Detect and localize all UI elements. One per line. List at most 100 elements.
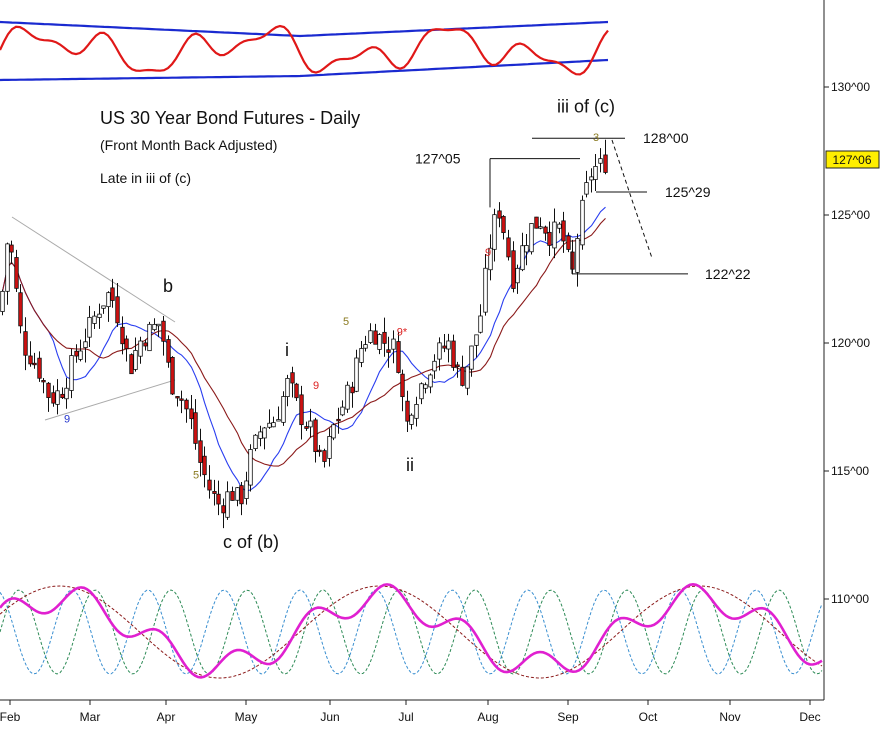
- candle-body: [60, 393, 65, 399]
- candle: [327, 428, 332, 467]
- candle-body: [345, 384, 350, 410]
- candle-body: [161, 320, 166, 342]
- y-tick-label: 115^00: [831, 464, 869, 478]
- candle: [281, 391, 286, 426]
- candle-body: [382, 331, 387, 344]
- candle: [69, 348, 74, 399]
- candle: [534, 216, 539, 229]
- x-tick-label: Sep: [557, 710, 579, 724]
- x-tick-label: Feb: [0, 710, 21, 724]
- candle: [515, 264, 520, 294]
- candle-body: [331, 424, 336, 439]
- candle-body: [179, 398, 184, 401]
- candle: [308, 408, 313, 438]
- candle-body: [253, 434, 258, 450]
- wave-label: b: [163, 276, 173, 296]
- candle: [455, 361, 460, 378]
- candle: [239, 482, 244, 516]
- candle: [97, 303, 102, 329]
- candle-body: [83, 341, 88, 348]
- candle-body: [147, 323, 152, 352]
- candle-body: [543, 226, 548, 234]
- candle-body: [414, 404, 419, 419]
- candle: [511, 241, 516, 293]
- candle-body: [267, 422, 272, 428]
- candle-body: [225, 491, 230, 518]
- candle: [340, 400, 345, 417]
- candle-body: [488, 247, 493, 271]
- candle: [520, 232, 525, 272]
- lower-band-line: [0, 58, 609, 82]
- candle-body: [271, 422, 276, 428]
- candle: [32, 352, 37, 369]
- candle-body: [350, 386, 355, 394]
- candle: [152, 318, 157, 332]
- candle-body: [184, 399, 189, 410]
- candle: [400, 369, 405, 412]
- count-label: 9: [313, 380, 319, 392]
- candle-body: [598, 158, 603, 164]
- candle: [271, 416, 276, 428]
- candle: [18, 284, 23, 334]
- candle-body: [396, 341, 401, 373]
- candle-body: [492, 214, 497, 250]
- candle-body: [442, 345, 447, 349]
- candle-body: [538, 226, 543, 229]
- x-tick-label: Apr: [157, 710, 176, 724]
- x-tick-label: Jun: [320, 710, 339, 724]
- candle: [460, 355, 465, 387]
- candle-body: [212, 491, 217, 494]
- lower-channel-line: [44, 379, 176, 421]
- count-label: 5: [193, 470, 199, 482]
- candle-body: [547, 231, 552, 246]
- candle-body: [18, 292, 23, 327]
- candle: [405, 390, 410, 433]
- candle-body: [101, 305, 106, 309]
- candle: [377, 333, 382, 355]
- candle: [170, 356, 175, 396]
- candle-body: [115, 296, 120, 324]
- last-price-badge: 127^06: [825, 150, 880, 169]
- candle-body: [529, 223, 534, 253]
- candle-body: [294, 383, 299, 399]
- candle-body: [230, 491, 235, 501]
- candle: [207, 465, 212, 499]
- candle-body: [285, 378, 290, 398]
- candle-body: [106, 292, 111, 308]
- count-label: 9: [485, 247, 491, 259]
- candle: [363, 335, 368, 352]
- last-price-box: [825, 150, 880, 169]
- candle-body: [69, 355, 74, 391]
- candle-body: [248, 449, 253, 486]
- candle-body: [363, 344, 368, 349]
- wave-label: c of (b): [223, 532, 279, 552]
- candle: [23, 317, 28, 371]
- candle: [529, 223, 534, 255]
- candle: [133, 337, 138, 372]
- candle-body: [483, 267, 488, 313]
- candle: [322, 448, 327, 468]
- candle-body: [432, 360, 437, 372]
- candle-body: [28, 355, 33, 365]
- candle-body: [327, 436, 332, 459]
- candle: [9, 240, 14, 265]
- candle-body: [340, 406, 345, 416]
- candle-body: [455, 364, 460, 368]
- candle: [580, 195, 585, 250]
- candle-body: [239, 485, 244, 505]
- candle-body: [97, 313, 102, 318]
- candle-body: [281, 396, 286, 423]
- candle-body: [437, 342, 442, 360]
- candle-body: [336, 418, 341, 422]
- count-label: 3: [593, 132, 599, 144]
- candle: [253, 433, 258, 452]
- candle-body: [520, 245, 525, 271]
- candle: [110, 278, 115, 308]
- candle-body: [400, 373, 405, 398]
- candle-body: [511, 250, 516, 289]
- x-tick-label: Jul: [398, 710, 413, 724]
- count-label: 5: [343, 316, 349, 328]
- chart-note: Late in iii of (c): [100, 170, 191, 186]
- chart-subtitle: (Front Month Back Adjusted): [100, 137, 277, 153]
